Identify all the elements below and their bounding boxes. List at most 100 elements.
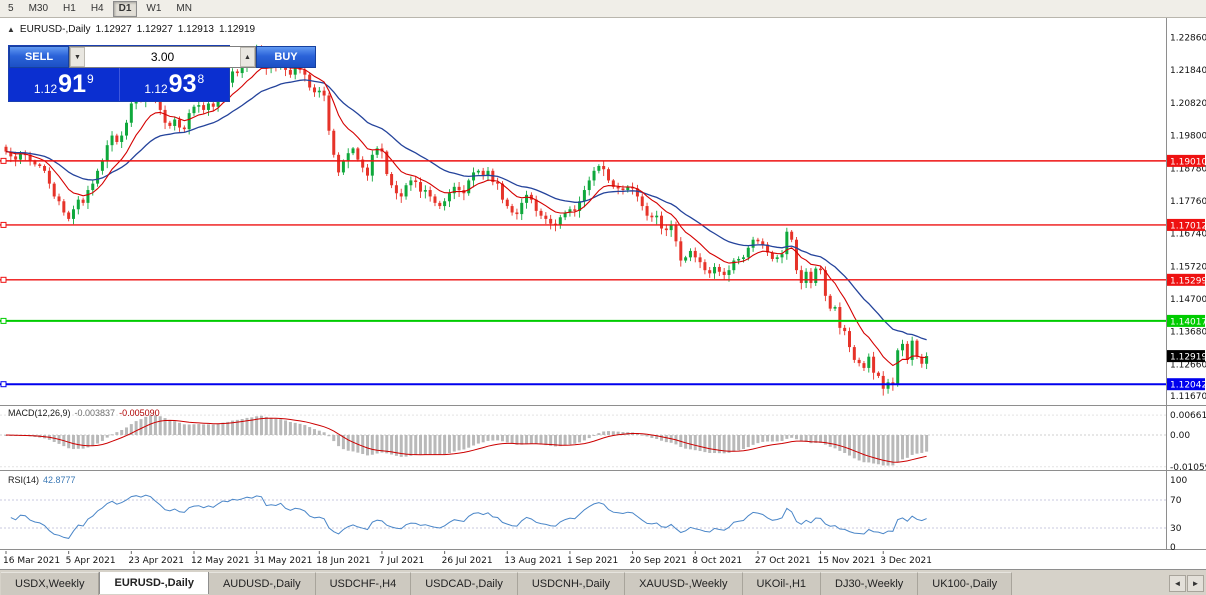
date-axis: 16 Mar 2021 5 Apr 2021 23 Apr 2021 12 May 2… — [3, 551, 932, 566]
tab-eurusd-daily[interactable]: EURUSD-,Daily — [99, 572, 209, 594]
svg-text:1.18780: 1.18780 — [1170, 164, 1206, 174]
svg-text:20 Sep 2021: 20 Sep 2021 — [630, 556, 687, 566]
macd-signal-line — [5, 417, 927, 463]
svg-text:1.21840: 1.21840 — [1170, 66, 1206, 76]
quote-open: 1.12927 — [95, 24, 132, 35]
timeframe-button-h4[interactable]: H4 — [90, 2, 104, 14]
svg-text:0.00: 0.00 — [1170, 431, 1190, 441]
indicator-axis: 0.006611 0.00 -0.010590 100 70 30 0 — [1170, 411, 1206, 553]
tab-dj30-weekly[interactable]: DJ30-,Weekly — [821, 572, 919, 595]
svg-text:13 Aug 2021: 13 Aug 2021 — [504, 556, 562, 566]
ma-fast-line — [5, 65, 927, 367]
pane-separators — [0, 18, 1206, 551]
svg-text:70: 70 — [1170, 496, 1182, 506]
rsi-name: RSI(14) — [8, 475, 40, 485]
quote-high: 1.12927 — [136, 24, 173, 35]
buy-price-figure: 1.12 — [144, 81, 168, 96]
svg-text:1.19800: 1.19800 — [1170, 132, 1206, 142]
svg-text:26 Jul 2021: 26 Jul 2021 — [442, 556, 493, 566]
macd-label: MACD(12,26,9) -0.003837 -0.005090 — [8, 408, 160, 418]
svg-text:-0.010590: -0.010590 — [1170, 463, 1206, 473]
svg-text:1 Sep 2021: 1 Sep 2021 — [567, 556, 618, 566]
svg-text:1.15720: 1.15720 — [1170, 262, 1206, 272]
rsi-line — [10, 494, 927, 539]
chart-title: ▲ EURUSD-,Daily 1.12927 1.12927 1.12913 … — [7, 24, 255, 35]
svg-text:12 May 2021: 12 May 2021 — [191, 556, 250, 566]
buy-price-pips: 93 — [168, 70, 197, 98]
svg-text:15 Nov 2021: 15 Nov 2021 — [818, 556, 876, 566]
timeframe-button-h1[interactable]: H1 — [63, 2, 76, 14]
svg-text:3 Dec 2021: 3 Dec 2021 — [880, 556, 932, 566]
timeframe-button-5[interactable]: 5 — [8, 2, 14, 14]
tabs-scroll-left-button[interactable]: ◄ — [1169, 575, 1186, 592]
tab-audusd-daily[interactable]: AUDUSD-,Daily — [208, 572, 316, 595]
svg-text:1.16740: 1.16740 — [1170, 230, 1206, 240]
one-click-collapse-icon[interactable]: ▲ — [7, 25, 15, 34]
rsi-value: 42.8777 — [43, 475, 76, 485]
svg-text:1.11670: 1.11670 — [1170, 392, 1206, 402]
svg-text:1.22860: 1.22860 — [1170, 33, 1206, 43]
sell-price[interactable]: 1.12 91 9 — [9, 68, 119, 101]
trade-prices-row: 1.12 91 9 1.12 93 8 — [9, 68, 229, 101]
svg-text:27 Oct 2021: 27 Oct 2021 — [755, 556, 811, 566]
tab-usdcnh-daily[interactable]: USDCNH-,Daily — [517, 572, 626, 595]
quote-low: 1.12913 — [177, 24, 214, 35]
volume-decrease-button[interactable]: ▼ — [70, 47, 85, 67]
svg-text:23 Apr 2021: 23 Apr 2021 — [128, 556, 184, 566]
tab-ukoil-h1[interactable]: UKOil-,H1 — [742, 572, 822, 595]
price-chart[interactable]: 1.22860 1.21840 1.20820 1.19800 1.18780 1.177… — [0, 18, 1206, 569]
svg-text:7 Jul 2021: 7 Jul 2021 — [379, 556, 424, 566]
svg-text:1.20820: 1.20820 — [1170, 99, 1206, 109]
svg-text:100: 100 — [1170, 476, 1187, 486]
price-axis: 1.22860 1.21840 1.20820 1.19800 1.18780 1.177… — [1167, 33, 1206, 402]
rsi-label: RSI(14) 42.8777 — [8, 475, 76, 485]
timeframe-button-d1[interactable]: D1 — [112, 0, 138, 17]
tab-usdx-weekly[interactable]: USDX,Weekly — [1, 572, 100, 595]
buy-price[interactable]: 1.12 93 8 — [118, 68, 230, 101]
svg-text:1.13680: 1.13680 — [1170, 328, 1206, 338]
timeframe-button-mn[interactable]: MN — [176, 2, 192, 14]
trade-controls-row: SELL ▼ ▲ BUY — [9, 46, 316, 68]
volume-control: ▼ ▲ — [69, 46, 256, 68]
svg-text:1.19010: 1.19010 — [1170, 157, 1206, 167]
macd-value-main: -0.003837 — [74, 408, 116, 418]
svg-text:1.15299: 1.15299 — [1170, 276, 1206, 286]
svg-text:30: 30 — [1170, 524, 1182, 534]
svg-text:0: 0 — [1170, 543, 1176, 553]
svg-text:1.17012: 1.17012 — [1170, 221, 1206, 231]
sell-price-point: 9 — [86, 71, 94, 86]
svg-text:31 May 2021: 31 May 2021 — [254, 556, 313, 566]
sell-button[interactable]: SELL — [9, 46, 69, 68]
svg-text:1.14700: 1.14700 — [1170, 295, 1206, 305]
tab-usdcad-daily[interactable]: USDCAD-,Daily — [411, 572, 518, 595]
macd-name: MACD(12,26,9) — [8, 408, 71, 418]
svg-text:16 Mar 2021: 16 Mar 2021 — [3, 556, 60, 566]
chart-tab-bar: USDX,Weekly EURUSD-,Daily AUDUSD-,Daily USD… — [0, 569, 1206, 595]
chart-symbol-label: EURUSD-,Daily — [19, 24, 91, 35]
ma-slow-line — [5, 79, 927, 341]
svg-text:0.006611: 0.006611 — [1170, 411, 1206, 421]
sell-price-pips: 91 — [58, 70, 86, 98]
svg-text:1.14017: 1.14017 — [1170, 317, 1206, 327]
tabs-scroll-right-button[interactable]: ► — [1187, 575, 1204, 592]
chart-tabs: USDX,Weekly EURUSD-,Daily AUDUSD-,Daily USD… — [1, 572, 1167, 595]
svg-text:1.12660: 1.12660 — [1170, 360, 1206, 370]
timeframe-button-w1[interactable]: W1 — [146, 2, 162, 14]
buy-button[interactable]: BUY — [256, 46, 316, 68]
tab-xauusd-weekly[interactable]: XAUUSD-,Weekly — [625, 572, 743, 595]
svg-text:1.17760: 1.17760 — [1170, 197, 1206, 207]
sell-price-figure: 1.12 — [33, 81, 58, 96]
svg-text:1.12042: 1.12042 — [1170, 381, 1206, 391]
svg-text:8 Oct 2021: 8 Oct 2021 — [692, 556, 742, 566]
quote-close: 1.12919 — [218, 24, 256, 35]
volume-increase-button[interactable]: ▲ — [240, 47, 255, 67]
macd-value-signal: -0.005090 — [119, 408, 160, 418]
tab-uk100-daily[interactable]: UK100-,Daily — [918, 572, 1013, 595]
timeframe-button-m30[interactable]: M30 — [28, 2, 49, 14]
svg-text:5 Apr 2021: 5 Apr 2021 — [66, 556, 116, 566]
tab-scroll-controls: ◄ ► — [1167, 575, 1206, 595]
tab-usdchf-h4[interactable]: USDCHF-,H4 — [315, 572, 412, 595]
level-lines — [0, 157, 1166, 388]
volume-input[interactable] — [85, 47, 240, 67]
